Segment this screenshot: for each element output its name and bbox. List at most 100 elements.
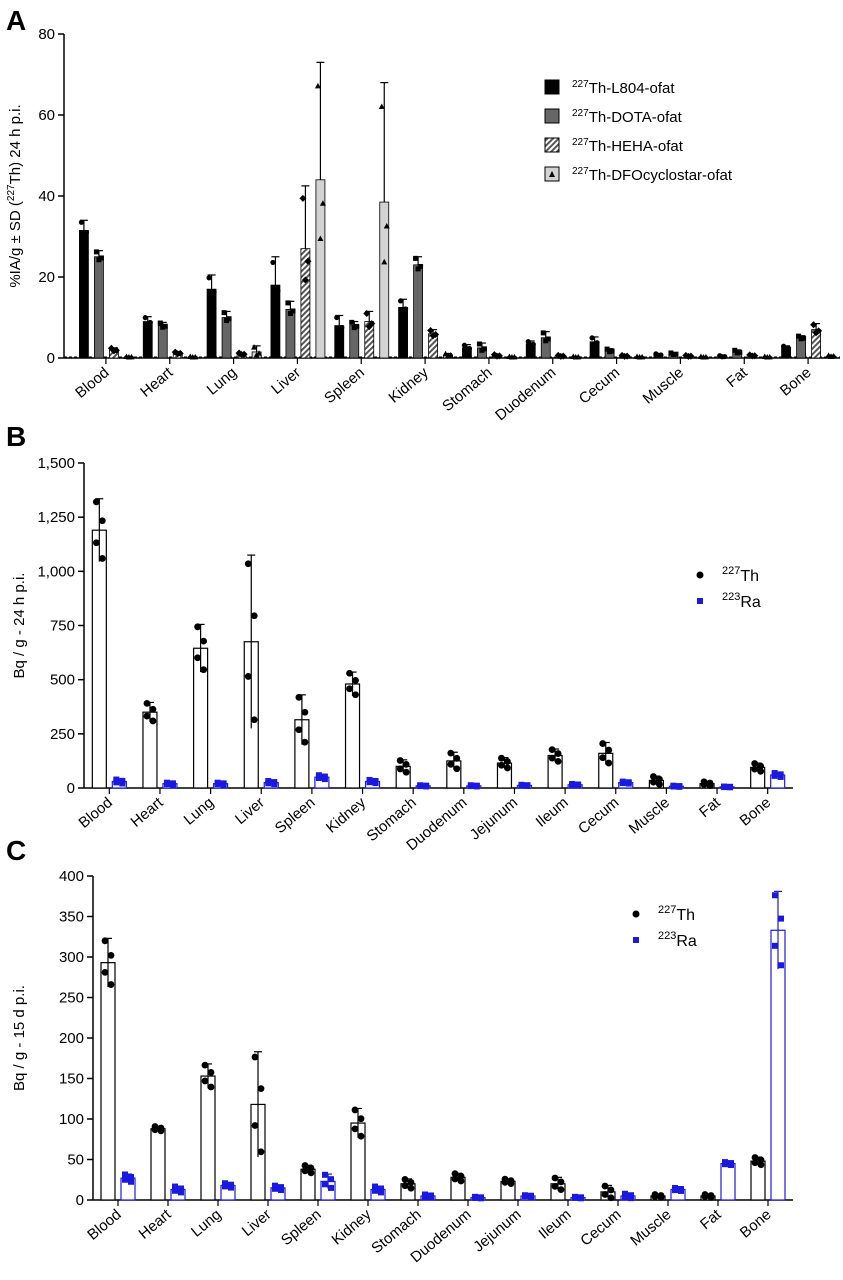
data-point xyxy=(551,1174,559,1182)
data-point xyxy=(649,778,657,786)
bar xyxy=(413,264,423,359)
data-point xyxy=(599,740,607,747)
x-tick-label: Blood xyxy=(84,1206,124,1244)
data-point xyxy=(378,1185,384,1192)
x-tick-label: Muscle xyxy=(626,794,673,838)
x-tick-label: Spleen xyxy=(321,364,368,407)
panel-b-chart: B 0 250 500 750 1,000 1,250 1,500 Bq / g - 24 h … xyxy=(6,421,793,854)
data-point xyxy=(707,1194,715,1201)
data-point xyxy=(301,1162,309,1169)
data-point xyxy=(357,1132,365,1140)
data-point xyxy=(700,781,708,788)
bar xyxy=(157,325,168,359)
data-point xyxy=(676,783,683,790)
data-point xyxy=(777,773,784,780)
data-point xyxy=(721,784,728,791)
legend-label: 227Th-L804-ofat xyxy=(572,79,675,97)
legend-swatch xyxy=(544,108,560,124)
data-point xyxy=(128,1178,134,1185)
data-point xyxy=(278,1187,284,1194)
data-point xyxy=(328,1184,334,1191)
data-point xyxy=(622,1190,628,1197)
data-point xyxy=(801,335,807,341)
bar xyxy=(100,962,116,1201)
data-point xyxy=(672,1187,678,1194)
data-point xyxy=(251,1122,259,1129)
data-point xyxy=(447,760,455,768)
data-point xyxy=(383,222,390,229)
data-point xyxy=(92,539,100,547)
data-point xyxy=(601,1191,609,1198)
data-point xyxy=(143,712,151,720)
data-point xyxy=(368,320,376,328)
data-point xyxy=(315,775,322,782)
bar xyxy=(344,683,361,789)
data-point xyxy=(128,1173,134,1180)
data-point xyxy=(451,1175,459,1183)
data-point xyxy=(772,942,778,949)
data-point xyxy=(142,315,148,321)
legend-label: 223Ra xyxy=(722,591,761,611)
x-tick-label: Lung xyxy=(204,364,240,398)
data-point xyxy=(176,349,184,357)
data-point xyxy=(559,352,567,360)
legend-label: 223Ra xyxy=(658,930,697,950)
data-point xyxy=(451,1170,459,1178)
data-point xyxy=(107,951,115,959)
data-point xyxy=(498,761,505,769)
y-tick-label: 300 xyxy=(59,949,84,966)
y-tick-label: 750 xyxy=(50,618,75,635)
data-point xyxy=(498,754,505,762)
data-point xyxy=(201,1061,209,1069)
x-tick-label: Heart xyxy=(137,364,177,401)
data-point xyxy=(649,773,657,780)
data-point xyxy=(467,783,474,790)
y-tick-label: 400 xyxy=(59,868,84,885)
data-point xyxy=(466,345,473,352)
data-point xyxy=(417,783,424,790)
data-point xyxy=(378,103,385,109)
x-tick-label: Kidney xyxy=(386,364,432,407)
data-point xyxy=(401,1182,409,1190)
y-tick-label: 60 xyxy=(38,107,55,124)
data-point xyxy=(319,200,326,206)
panel-a-chart: A 0 20 40 60 80 %IA/g ± SD (227Th) 24 h p.i. Bl… xyxy=(6,5,840,424)
data-point xyxy=(575,353,582,360)
data-point xyxy=(83,229,90,236)
data-point xyxy=(149,717,157,725)
data-point xyxy=(257,1085,265,1093)
data-point xyxy=(299,194,307,202)
data-point xyxy=(372,1183,378,1190)
data-point xyxy=(447,749,455,757)
data-point xyxy=(605,746,613,754)
data-point xyxy=(772,892,778,899)
legend-label: 227Th xyxy=(722,565,759,585)
data-point xyxy=(101,937,109,945)
data-point xyxy=(757,767,765,775)
data-point xyxy=(214,781,221,788)
bar xyxy=(221,317,232,359)
data-point xyxy=(381,258,388,265)
data-point xyxy=(657,1194,665,1201)
bar xyxy=(91,529,107,789)
data-point xyxy=(346,669,353,677)
legend-marker xyxy=(633,937,639,943)
data-point xyxy=(589,335,595,341)
bar xyxy=(349,325,360,359)
data-point xyxy=(622,1193,628,1200)
legend-marker xyxy=(549,171,555,177)
data-point xyxy=(472,1194,478,1201)
data-point xyxy=(290,308,296,314)
data-point xyxy=(599,754,607,762)
data-point xyxy=(678,1187,684,1194)
x-tick-label: Heart xyxy=(136,1206,176,1243)
data-point xyxy=(194,654,202,662)
panel-label: A xyxy=(6,5,26,36)
data-point xyxy=(751,1159,759,1167)
data-point xyxy=(194,623,202,631)
data-point xyxy=(766,353,773,360)
data-point xyxy=(727,784,734,791)
data-point xyxy=(545,336,551,342)
y-tick-label: 1,000 xyxy=(37,563,75,580)
y-tick-label: 250 xyxy=(59,990,84,1007)
